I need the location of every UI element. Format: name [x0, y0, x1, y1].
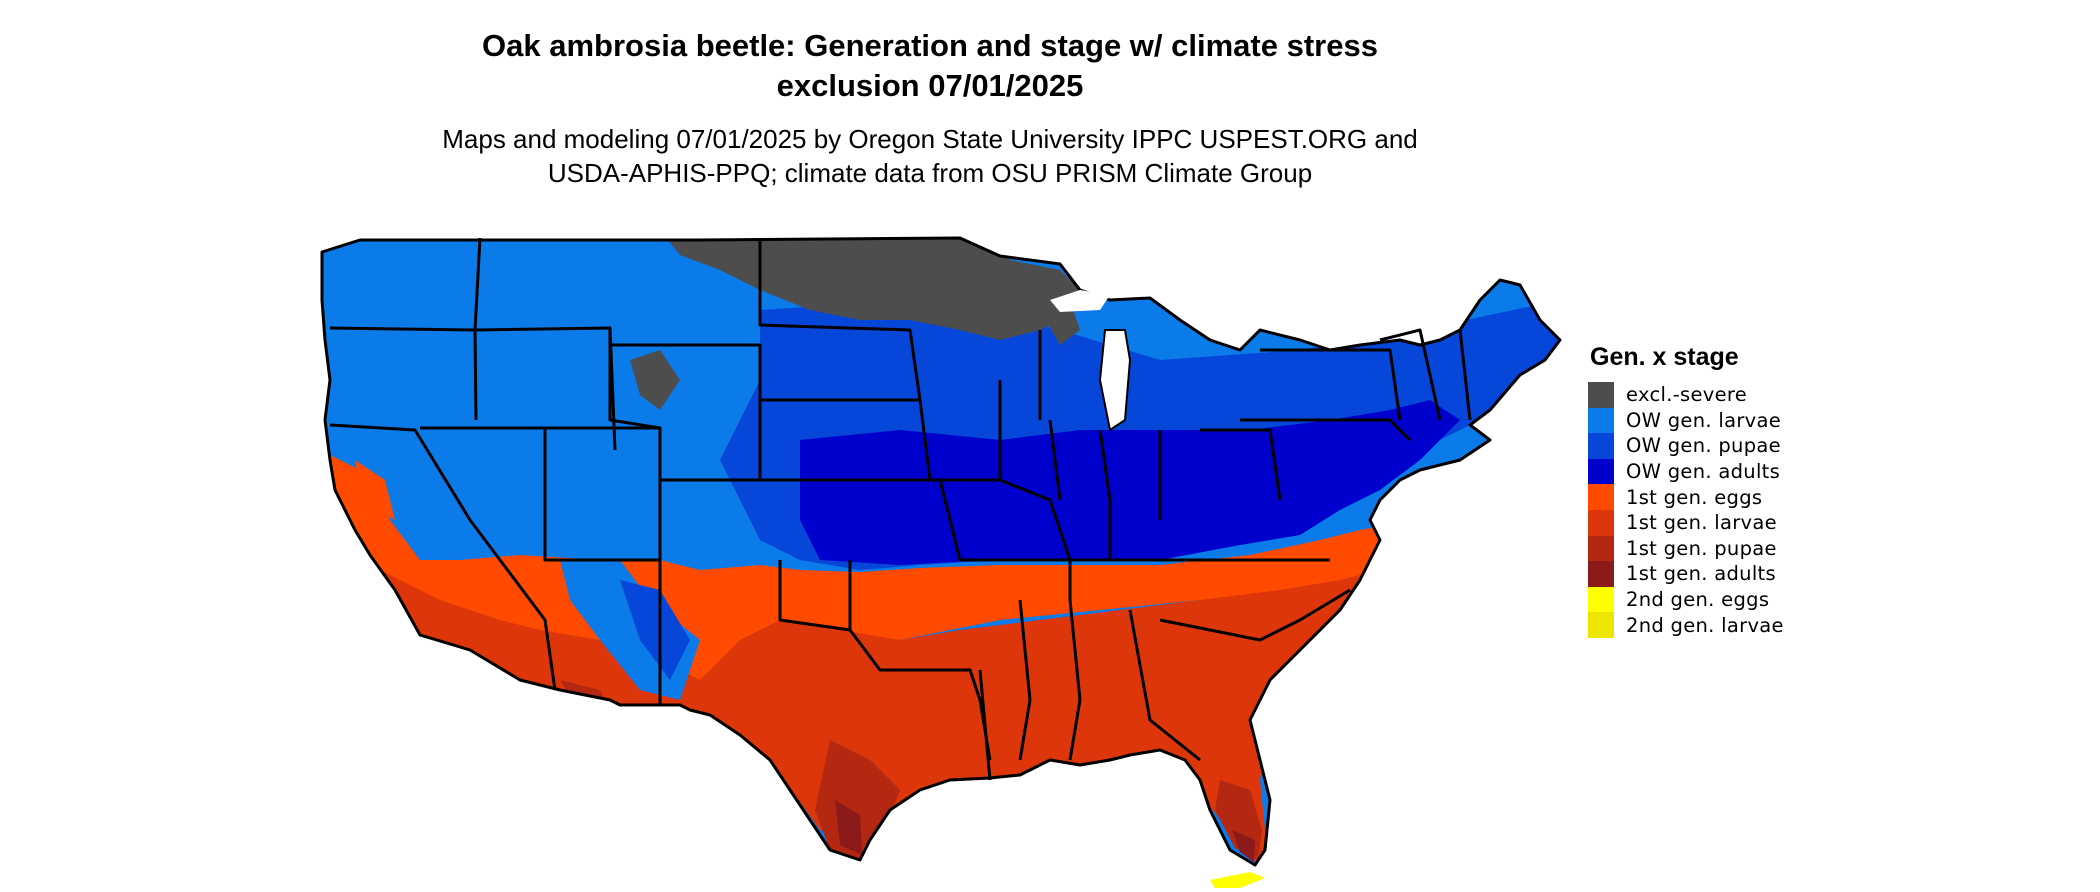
legend-item: 1st gen. eggs: [1588, 484, 1784, 510]
legend-item: 2nd gen. larvae: [1588, 612, 1784, 638]
legend-item: 1st gen. adults: [1588, 561, 1784, 587]
legend-label: 1st gen. larvae: [1626, 511, 1777, 535]
legend-swatch: [1588, 382, 1614, 408]
legend-item: excl.-severe: [1588, 382, 1784, 408]
legend-label: OW gen. adults: [1626, 460, 1781, 484]
legend-item: 1st gen. pupae: [1588, 535, 1784, 562]
legend-label: 1st gen. adults: [1626, 562, 1776, 586]
legend-swatch: [1588, 433, 1614, 459]
lake-superior: [1050, 290, 1110, 312]
legend-label: excl.-severe: [1626, 383, 1748, 407]
us-map: [320, 236, 1562, 888]
zone-1st-gen-larvae: [360, 560, 1390, 865]
legend-item: 1st gen. larvae: [1588, 509, 1784, 536]
legend-label: OW gen. larvae: [1626, 408, 1782, 432]
legend-swatch: [1588, 458, 1614, 485]
map-title-line-1: Oak ambrosia beetle: Generation and stag…: [482, 28, 1378, 63]
legend-items: excl.-severe OW gen. larvae OW gen. pupae O…: [1588, 382, 1784, 638]
legend-item: 2nd gen. eggs: [1588, 586, 1784, 613]
legend-label: OW gen. pupae: [1626, 434, 1781, 458]
legend-swatch: [1588, 407, 1614, 434]
legend-swatch: [1588, 535, 1614, 562]
legend-swatch: [1588, 484, 1614, 510]
legend-label: 1st gen. pupae: [1626, 536, 1777, 560]
legend-swatch: [1588, 561, 1614, 587]
legend-label: 1st gen. eggs: [1626, 485, 1763, 509]
map-legend: Gen. x stage excl.-severe OW gen. larvae O…: [1588, 340, 1784, 638]
legend-item: OW gen. larvae: [1588, 407, 1784, 434]
legend-item: OW gen. pupae: [1588, 433, 1784, 459]
legend-item: OW gen. adults: [1588, 458, 1784, 485]
legend-swatch: [1588, 586, 1614, 613]
map-subtitle-line-2: USDA-APHIS-PPQ; climate data from OSU PR…: [547, 158, 1313, 188]
zone-2nd-gen-eggs: [1210, 872, 1265, 888]
legend-swatch: [1588, 612, 1614, 638]
legend-swatch: [1588, 509, 1614, 536]
map-title-line-2: exclusion 07/01/2025: [776, 68, 1084, 103]
zone-ow-gen-adults: [800, 400, 1460, 565]
zone-excl-severe: [660, 238, 1080, 340]
legend-title: Gen. x stage: [1590, 343, 1739, 371]
zone-1st-gen-adults: [835, 800, 862, 855]
lake-michigan: [1098, 329, 1132, 432]
legend-label: 2nd gen. eggs: [1626, 588, 1770, 612]
map-subtitle-line-1: Maps and modeling 07/01/2025 by Oregon S…: [442, 124, 1418, 154]
legend-label: 2nd gen. larvae: [1626, 613, 1784, 637]
